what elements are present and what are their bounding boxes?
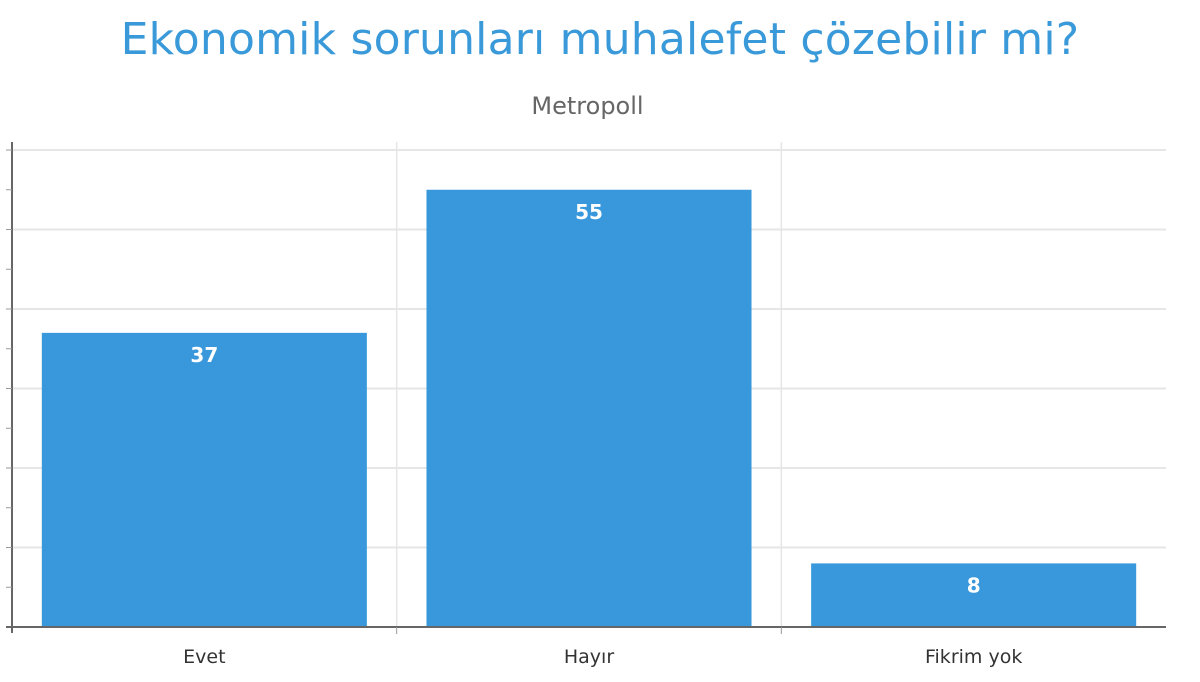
chart-subtitle: Metropoll: [531, 92, 644, 120]
data-label: 37: [190, 343, 218, 367]
x-tick-label: Hayır: [564, 646, 614, 668]
x-tick-label: Evet: [183, 646, 225, 668]
bar: [811, 563, 1137, 627]
x-tick-label: Fikrim yok: [925, 646, 1022, 668]
bars: [41, 189, 1137, 627]
bar: [41, 332, 367, 627]
data-label: 55: [575, 200, 603, 224]
bar: [426, 189, 752, 627]
data-label: 8: [967, 573, 981, 597]
chart-title: Ekonomik sorunları muhalefet çözebilir m…: [120, 14, 1080, 65]
labels: 37 Evet 55 Hayır 8 Fikrim yok: [183, 200, 1022, 668]
axes: [6, 142, 1166, 634]
